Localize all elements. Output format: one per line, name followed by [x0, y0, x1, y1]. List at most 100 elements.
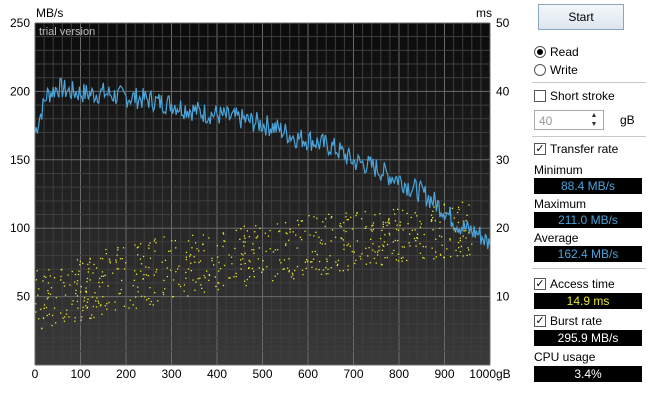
access-point: [374, 251, 376, 253]
spin-up-icon[interactable]: ▲: [590, 112, 598, 119]
access-point: [244, 237, 246, 239]
control-panel: Start Read Write Short stroke 40 ▲ ▼ gB …: [530, 0, 650, 401]
left-tick-label: 100: [10, 221, 30, 235]
left-axis-unit: MB/s: [36, 6, 63, 20]
access-point: [289, 228, 291, 230]
x-tick-label: 500: [252, 367, 272, 381]
access-point: [75, 292, 77, 295]
access-point: [115, 261, 117, 263]
access-point: [240, 253, 243, 255]
read-radio[interactable]: Read: [534, 45, 579, 59]
access-point: [49, 275, 51, 277]
access-point: [217, 256, 219, 258]
access-point: [204, 277, 206, 279]
access-point: [246, 278, 248, 281]
access-point: [380, 263, 383, 266]
access-point: [354, 262, 356, 265]
access-point: [456, 255, 459, 257]
access-point: [185, 277, 187, 279]
short-stroke-label: Short stroke: [550, 89, 615, 103]
access-point: [122, 247, 125, 249]
access-point: [383, 245, 385, 247]
access-point: [193, 256, 195, 258]
start-button[interactable]: Start: [538, 4, 624, 30]
access-point: [331, 229, 334, 231]
access-point: [125, 262, 127, 264]
access-point: [276, 273, 279, 275]
access-point: [274, 275, 276, 277]
access-point: [298, 224, 300, 226]
access-point: [409, 245, 411, 247]
access-point: [326, 260, 328, 263]
access-point: [163, 279, 165, 282]
access-point: [386, 224, 388, 227]
access-point: [185, 251, 188, 254]
spin-down-icon[interactable]: ▼: [590, 121, 598, 128]
access-point: [60, 312, 62, 314]
access-point: [441, 244, 443, 246]
access-point: [46, 314, 48, 317]
access-point: [456, 211, 459, 214]
access-point: [87, 271, 89, 273]
access-point: [315, 268, 317, 270]
access-point: [383, 241, 386, 243]
access-point: [459, 237, 461, 239]
access-point: [223, 240, 225, 242]
access-point: [190, 262, 192, 264]
short-stroke-checkbox[interactable]: Short stroke: [534, 89, 615, 103]
access-point: [387, 221, 389, 223]
access-point: [326, 258, 328, 260]
short-stroke-input[interactable]: 40: [534, 110, 604, 130]
access-point: [187, 268, 190, 270]
access-point: [256, 236, 258, 239]
access-point: [242, 254, 244, 256]
access-point: [219, 267, 222, 270]
access-point: [124, 268, 126, 270]
access-point: [41, 327, 43, 329]
x-tick-label: 800: [389, 367, 409, 381]
access-point: [396, 224, 398, 226]
access-point: [319, 242, 321, 244]
access-point: [104, 274, 106, 276]
access-point: [150, 300, 152, 303]
access-point: [119, 292, 121, 294]
access-point: [378, 249, 380, 252]
access-point: [433, 206, 435, 208]
access-point: [47, 290, 49, 292]
access-point: [168, 250, 170, 252]
transfer-rate-checkbox[interactable]: ✓ Transfer rate: [534, 142, 618, 156]
access-point: [78, 270, 80, 272]
access-point: [148, 266, 150, 269]
access-point: [235, 229, 238, 232]
access-point: [149, 242, 151, 244]
access-point: [395, 228, 398, 231]
access-point: [242, 241, 245, 243]
access-point: [435, 238, 437, 240]
write-radio[interactable]: Write: [534, 63, 578, 77]
spin-buttons[interactable]: ▲ ▼: [586, 111, 602, 129]
access-point: [136, 247, 138, 249]
access-time-checkbox[interactable]: ✓ Access time: [534, 277, 615, 291]
access-point: [443, 204, 445, 206]
burst-rate-checkbox[interactable]: ✓ Burst rate: [534, 314, 602, 328]
access-point: [123, 305, 126, 307]
access-point: [408, 242, 410, 244]
access-point: [449, 239, 451, 241]
access-point: [60, 279, 62, 281]
access-point: [149, 287, 151, 289]
access-point: [192, 279, 194, 281]
access-point: [45, 276, 47, 278]
access-point: [379, 213, 381, 215]
access-point: [328, 213, 330, 215]
access-point: [279, 259, 281, 261]
access-point: [382, 221, 384, 223]
access-point: [402, 209, 404, 212]
access-point: [60, 269, 62, 271]
access-point: [240, 259, 242, 261]
minimum-value: 88.4 MB/s: [534, 178, 642, 194]
access-point: [223, 264, 226, 267]
access-point: [121, 258, 123, 260]
access-point: [301, 239, 303, 241]
access-point: [347, 269, 349, 271]
access-point: [200, 284, 202, 286]
